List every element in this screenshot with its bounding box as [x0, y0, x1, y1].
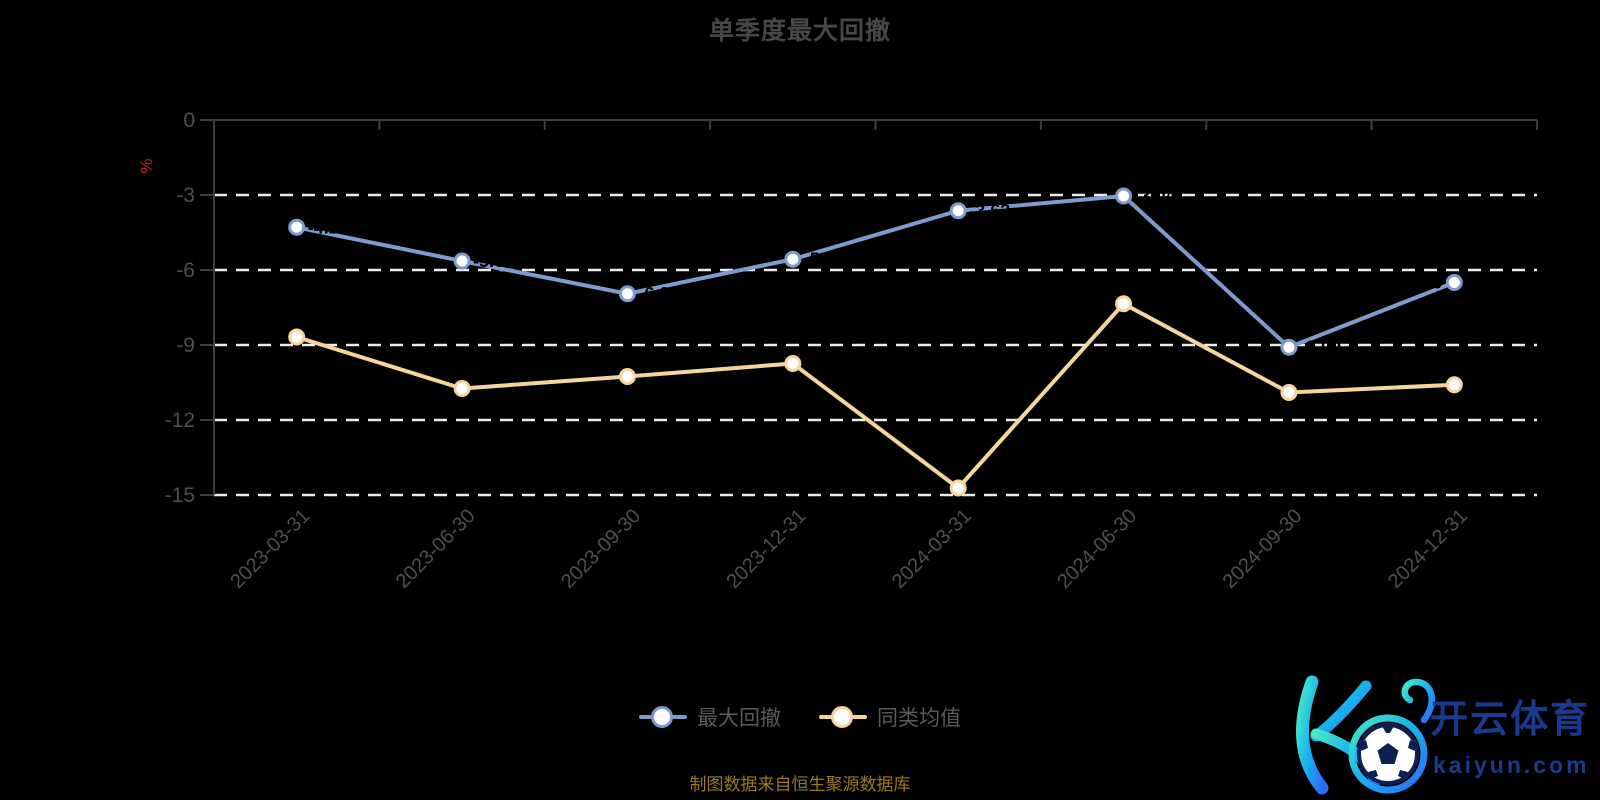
point-label: -3.04	[1135, 186, 1176, 206]
y-axis-label: -9	[176, 334, 195, 357]
soccer-ball-icon	[1359, 726, 1417, 779]
data-point[interactable]	[1445, 274, 1463, 291]
legend-label-category-average: 同类均值	[877, 707, 961, 730]
point-label: -4.29	[308, 217, 349, 237]
y-axis-label: -15	[165, 484, 195, 507]
point-label: -3.63	[969, 201, 1010, 221]
x-axis-label: 2023-09-30	[557, 505, 645, 593]
y-axis-label: -12	[165, 409, 195, 432]
data-point[interactable]	[1280, 384, 1298, 401]
data-point[interactable]	[288, 328, 306, 346]
legend-marker-max-drawdown-icon	[639, 705, 687, 729]
data-point[interactable]	[453, 252, 471, 270]
y-axis-label: 0	[183, 109, 195, 132]
series-line	[294, 194, 1457, 350]
x-axis-label: 2024-06-30	[1053, 505, 1141, 593]
legend-item-category-average[interactable]: 同类均值	[819, 702, 961, 732]
kaiyun-brand-text: 开云体育	[1430, 699, 1590, 741]
x-axis-label: 2024-09-30	[1219, 505, 1307, 593]
chart-title: 单季度最大回撤	[708, 17, 891, 45]
y-axis-unit-label: %	[137, 158, 156, 173]
point-label: -6.95	[638, 284, 679, 304]
data-point[interactable]	[949, 202, 967, 220]
kaiyun-domain-text: kaiyun.com	[1433, 752, 1590, 778]
y-axis-label: -3	[176, 184, 195, 207]
point-label: -5.57	[804, 249, 845, 269]
point-label: -6.50	[1401, 273, 1442, 293]
data-point[interactable]	[288, 218, 306, 236]
data-point[interactable]	[1280, 338, 1298, 356]
point-label: -5.64	[473, 251, 514, 271]
legend-item-max-drawdown[interactable]: 最大回撤	[639, 702, 781, 732]
x-axis-label: 2023-12-31	[722, 505, 810, 593]
point-label: -9.09	[1300, 337, 1341, 357]
kaiyun-watermark[interactable]: 开云体育 kaiyun.com	[1272, 670, 1594, 798]
data-point[interactable]	[618, 285, 636, 303]
data-point[interactable]	[453, 380, 471, 397]
x-axis-label: 2023-06-30	[392, 505, 480, 593]
x-axis-label: 2024-12-31	[1384, 505, 1472, 593]
data-point[interactable]	[1115, 187, 1133, 205]
kaiyun-logo	[1296, 675, 1436, 795]
data-point[interactable]	[949, 479, 967, 497]
x-axis-label: 2023-03-31	[226, 505, 314, 593]
legend-marker-category-average-icon	[819, 705, 867, 729]
kaiyun-text: 开云体育 kaiyun.com	[1430, 699, 1590, 778]
series-line	[294, 301, 1457, 490]
data-point[interactable]	[784, 250, 802, 268]
data-point[interactable]	[1115, 295, 1133, 313]
y-axis-label: -6	[176, 259, 195, 282]
data-point[interactable]	[1445, 376, 1463, 394]
data-point[interactable]	[784, 355, 802, 372]
data-source-note: 制图数据来自恒生聚源数据库	[689, 775, 911, 794]
data-point[interactable]	[618, 368, 636, 385]
legend-label-max-drawdown: 最大回撤	[697, 707, 781, 730]
x-axis-label: 2024-03-31	[888, 505, 976, 593]
legend: 最大回撤 同类均值	[0, 702, 1600, 732]
